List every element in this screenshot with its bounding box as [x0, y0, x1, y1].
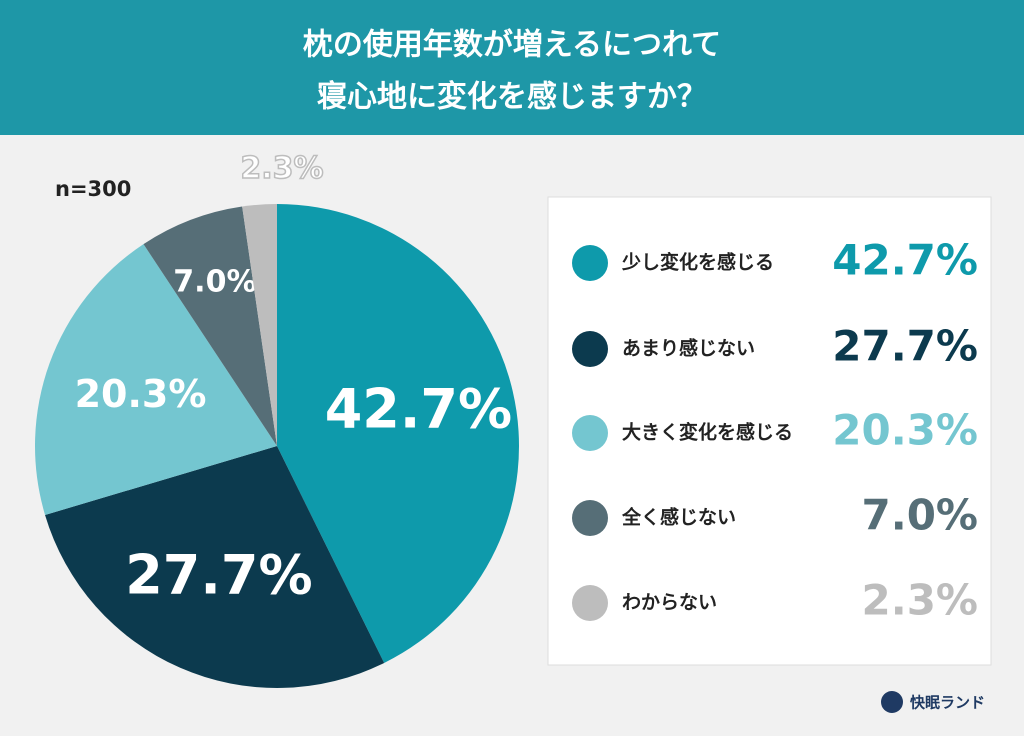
legend-label: あまり感じない	[622, 337, 755, 360]
legend-value: 20.3%	[832, 406, 978, 455]
pie-slice	[277, 204, 519, 663]
legend-swatch	[572, 585, 608, 621]
legend-label: わからない	[622, 592, 717, 614]
header	[0, 0, 1024, 135]
pie-slice	[35, 244, 277, 515]
brand-logo	[881, 691, 903, 713]
pie: 42.7% 27.7% 20.3% 7.0% 2.3%	[35, 150, 519, 688]
slice-label: 42.7%	[325, 378, 512, 441]
legend: 少し変化を感じる 42.7% あまり感じない 27.7% 大きく変化を感じる 20.3% 全…	[572, 236, 978, 625]
pie-slice	[242, 204, 277, 446]
legend-swatch	[572, 245, 608, 281]
legend-swatch	[572, 331, 608, 367]
legend-box	[547, 196, 992, 666]
legend-swatch	[572, 415, 608, 451]
legend-label: 大きく変化を感じる	[622, 421, 793, 444]
legend-value: 27.7%	[832, 322, 978, 371]
pie-slice	[143, 206, 277, 446]
slice-label: 27.7%	[125, 544, 312, 607]
sample-size: n=300	[55, 177, 131, 201]
slice-label: 2.3%	[240, 151, 323, 186]
brand: 快眠ランド	[910, 694, 985, 712]
legend-label: 少し変化を感じる	[621, 251, 774, 274]
chart-title: 枕の使用年数が増えるにつれて	[303, 28, 721, 63]
legend-value: 42.7%	[832, 236, 978, 285]
slice-label: 20.3%	[75, 372, 207, 416]
pie-slice	[45, 446, 385, 688]
chart-title: 寝心地に変化を感じますか？	[317, 80, 707, 115]
legend-label: 全く感じない	[621, 506, 736, 529]
slice-label: 7.0%	[173, 265, 256, 300]
legend-swatch	[572, 500, 608, 536]
legend-value: 7.0%	[862, 491, 978, 540]
legend-value: 2.3%	[862, 576, 978, 625]
